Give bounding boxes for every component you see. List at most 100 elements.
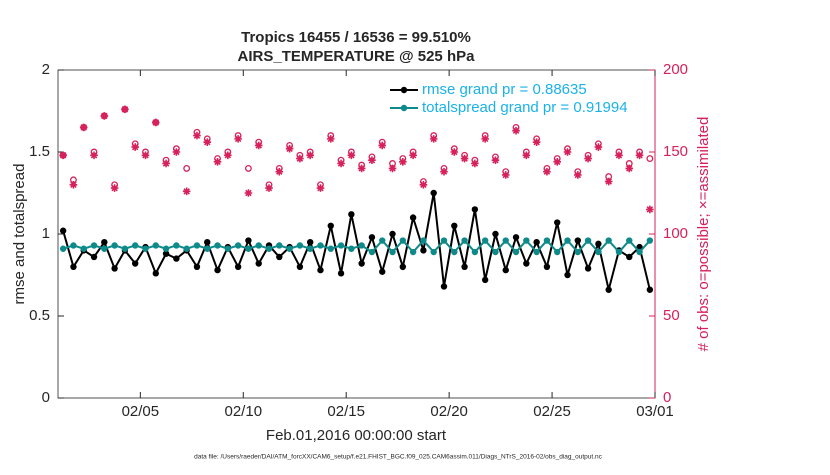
point xyxy=(337,242,345,249)
point xyxy=(101,239,108,246)
point xyxy=(574,171,582,179)
point xyxy=(317,266,324,274)
point xyxy=(379,237,386,244)
point xyxy=(543,237,551,244)
point xyxy=(204,245,211,252)
point xyxy=(471,159,479,168)
point xyxy=(512,234,520,241)
point xyxy=(306,245,314,252)
point xyxy=(327,222,334,229)
point xyxy=(615,248,623,256)
point xyxy=(111,242,118,249)
point xyxy=(574,237,582,244)
point xyxy=(213,158,222,166)
point xyxy=(59,151,67,160)
point xyxy=(121,245,129,252)
point xyxy=(348,245,355,252)
point xyxy=(471,248,479,256)
point xyxy=(214,242,221,249)
x-tick-label: 03/01 xyxy=(636,403,674,420)
point xyxy=(162,245,170,252)
point xyxy=(234,242,242,249)
point xyxy=(492,230,499,238)
point xyxy=(131,242,139,249)
point xyxy=(265,184,273,192)
point xyxy=(388,164,397,173)
point xyxy=(59,245,67,252)
point xyxy=(100,112,109,120)
point xyxy=(173,255,180,262)
point xyxy=(419,181,428,189)
point xyxy=(182,187,191,196)
point xyxy=(400,104,408,112)
legend-label: rmse grand pr = 0.88635 xyxy=(422,81,587,98)
point xyxy=(574,248,582,256)
point xyxy=(368,234,376,241)
point xyxy=(131,260,139,267)
point xyxy=(440,167,448,176)
y2-tick-label: 200 xyxy=(663,61,688,78)
point xyxy=(389,230,396,238)
point xyxy=(481,237,489,244)
point xyxy=(646,286,654,293)
point xyxy=(604,177,613,186)
point xyxy=(173,242,180,249)
point xyxy=(357,164,366,173)
point xyxy=(492,248,499,256)
point xyxy=(523,260,530,267)
point xyxy=(646,237,654,244)
point xyxy=(203,138,212,146)
point xyxy=(471,206,479,213)
point xyxy=(296,242,304,249)
point xyxy=(80,245,87,252)
point xyxy=(420,247,427,254)
point xyxy=(234,135,242,143)
chart-title: Tropics 16455 / 16536 = 99.510% xyxy=(241,29,471,46)
point xyxy=(326,135,335,143)
y2-tick-label: 150 xyxy=(663,143,688,160)
point xyxy=(430,189,437,197)
point xyxy=(584,265,592,272)
point xyxy=(110,184,119,192)
point xyxy=(389,248,396,256)
point xyxy=(400,86,408,94)
point xyxy=(162,159,170,168)
point xyxy=(90,151,98,160)
point xyxy=(553,158,562,166)
point xyxy=(327,245,334,252)
x-tick-label: 02/10 xyxy=(225,403,263,420)
point xyxy=(430,248,437,256)
point xyxy=(625,164,634,173)
point xyxy=(275,167,284,176)
y-axis-label: rmse and totalspread xyxy=(11,164,28,305)
point xyxy=(245,245,252,252)
point xyxy=(481,135,489,143)
point xyxy=(543,263,551,270)
x-tick-label: 02/25 xyxy=(533,403,571,420)
point xyxy=(172,148,181,156)
point xyxy=(358,242,365,249)
point xyxy=(204,239,211,246)
point xyxy=(481,276,489,284)
point xyxy=(316,184,325,192)
point xyxy=(605,237,612,244)
point xyxy=(142,245,149,252)
series-line xyxy=(62,192,651,291)
point xyxy=(501,171,510,179)
point xyxy=(440,237,448,244)
point xyxy=(101,245,108,252)
point xyxy=(90,253,98,261)
point xyxy=(152,242,159,249)
point xyxy=(646,205,654,214)
point xyxy=(255,242,262,249)
x-tick-label: 02/20 xyxy=(430,403,468,420)
legend-label: totalspread grand pr = 0.91994 xyxy=(422,99,628,116)
point xyxy=(450,148,459,156)
point xyxy=(461,237,468,244)
point xyxy=(584,154,592,163)
point xyxy=(224,245,232,252)
point xyxy=(512,126,520,135)
y-tick-label: 0 xyxy=(42,389,50,406)
point xyxy=(378,141,387,150)
point xyxy=(461,263,468,270)
